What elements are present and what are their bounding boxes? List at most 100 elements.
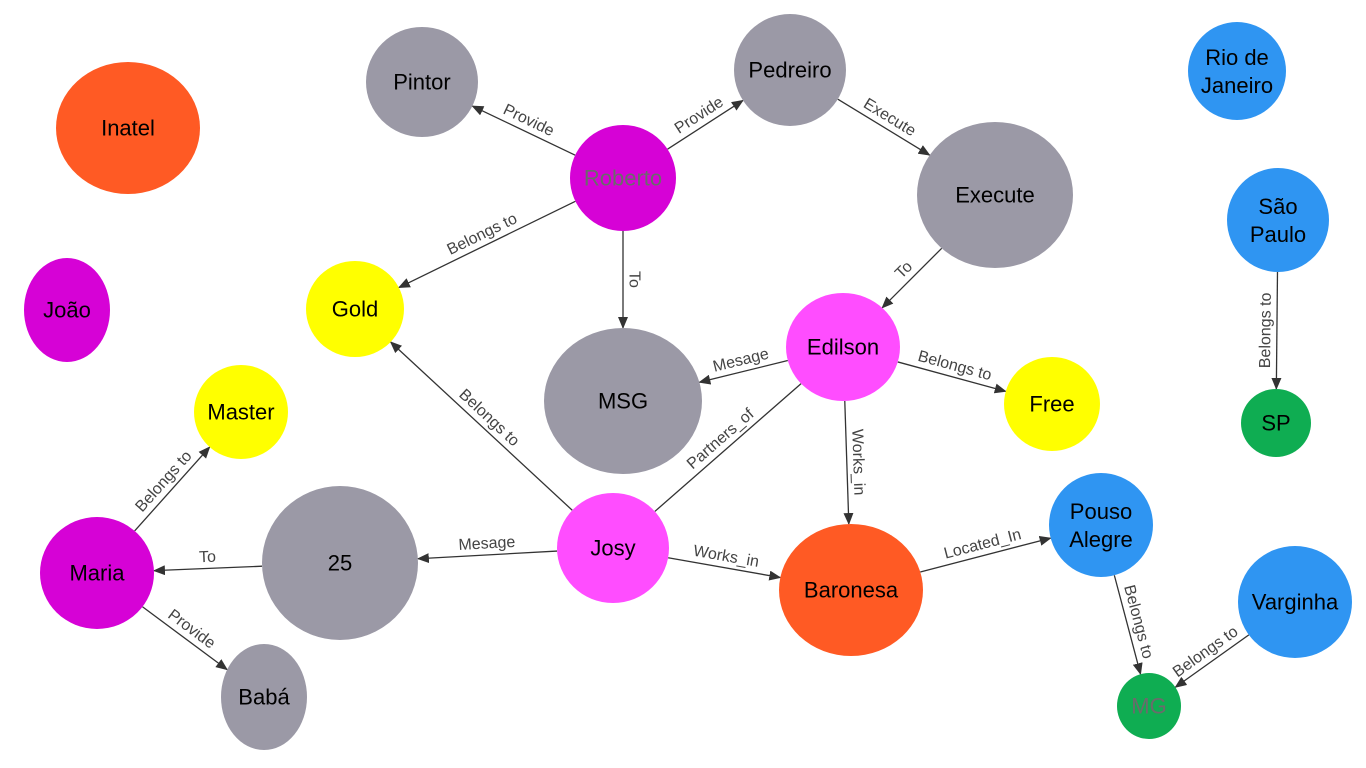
node-circle-roberto[interactable] <box>570 125 676 231</box>
node-baba[interactable]: Babá <box>221 644 307 750</box>
edge-label-pousoalegre-mg: Belongs to <box>1120 583 1156 661</box>
node-label-msg: MSG <box>598 389 648 414</box>
node-maria[interactable]: Maria <box>40 517 154 629</box>
node-circle-pousoalegre[interactable] <box>1049 473 1153 577</box>
node-gold[interactable]: Gold <box>306 261 404 357</box>
node-label-edilson: Edilson <box>807 335 879 360</box>
node-inatel[interactable]: Inatel <box>56 62 200 194</box>
node-pousoalegre[interactable]: Pouso Alegre <box>1049 473 1153 577</box>
node-label-inatel: Inatel <box>101 116 155 141</box>
node-label-pedreiro: Pedreiro <box>748 58 831 83</box>
edge-label-josy-baronesa: Works_in <box>692 543 760 571</box>
node-label-mg: MG <box>1131 694 1166 719</box>
node-label-pousoalegre: Pouso Alegre <box>1069 499 1133 552</box>
node-circle-pintor[interactable] <box>366 27 478 137</box>
edge-label-baronesa-pousoalegre: Located_In <box>942 526 1023 562</box>
edge-execute-edilson <box>881 247 943 309</box>
node-label-saopaulo: São Paulo <box>1250 194 1306 247</box>
edge-pousoalegre-mg <box>1113 575 1143 676</box>
node-rio[interactable]: Rio de Janeiro <box>1188 22 1286 120</box>
node-circle-maria[interactable] <box>40 517 154 629</box>
node-free[interactable]: Free <box>1004 357 1100 451</box>
node-circle-saopaulo[interactable] <box>1227 168 1329 272</box>
node-baronesa[interactable]: Baronesa <box>779 524 923 656</box>
edge-edilson-msg <box>698 359 788 385</box>
edge-label-maria-master: Belongs to <box>132 448 195 516</box>
node-circle-rio[interactable] <box>1188 22 1286 120</box>
edge-roberto-pintor <box>471 105 576 156</box>
node-circle-execute[interactable] <box>917 122 1073 268</box>
node-label-rio: Rio de Janeiro <box>1201 45 1273 98</box>
node-josy[interactable]: Josy <box>557 493 669 603</box>
node-edilson[interactable]: Edilson <box>786 293 900 401</box>
nodes-layer: Inatel João Pintor Pedreiro Roberto Execute Go… <box>24 14 1352 750</box>
node-n25[interactable]: 25 <box>262 486 418 640</box>
edge-varginha-mg <box>1174 634 1250 688</box>
node-circle-mg[interactable] <box>1117 673 1181 739</box>
node-label-baba: Babá <box>238 685 290 710</box>
node-pintor[interactable]: Pintor <box>366 27 478 137</box>
node-roberto[interactable]: Roberto <box>570 125 676 231</box>
node-label-sp: SP <box>1261 411 1290 436</box>
node-circle-master[interactable] <box>194 365 288 459</box>
node-saopaulo[interactable]: São Paulo <box>1227 168 1329 272</box>
edge-label-saopaulo-sp: Belongs to <box>1257 292 1275 368</box>
node-circle-baronesa[interactable] <box>779 524 923 656</box>
node-circle-msg[interactable] <box>544 328 702 474</box>
node-master[interactable]: Master <box>194 365 288 459</box>
node-label-execute: Execute <box>955 183 1035 208</box>
node-varginha[interactable]: Varginha <box>1238 546 1352 658</box>
edges-layer <box>134 98 1282 688</box>
node-circle-varginha[interactable] <box>1238 546 1352 658</box>
node-circle-baba[interactable] <box>221 644 307 750</box>
edge-edilson-baronesa <box>843 400 854 526</box>
edge-josy-baronesa <box>668 557 782 581</box>
node-label-n25: 25 <box>328 551 352 576</box>
node-label-josy: Josy <box>590 536 635 561</box>
edge-roberto-pedreiro <box>667 99 744 150</box>
node-circle-josy[interactable] <box>557 493 669 603</box>
node-label-free: Free <box>1029 392 1074 417</box>
node-joao[interactable]: João <box>24 258 110 362</box>
edge-label-varginha-mg: Belongs to <box>1170 623 1242 681</box>
node-circle-n25[interactable] <box>262 486 418 640</box>
edge-saopaulo-sp <box>1271 271 1282 391</box>
node-mg[interactable]: MG <box>1117 673 1181 739</box>
node-circle-joao[interactable] <box>24 258 110 362</box>
edge-label-roberto-msg: To <box>626 271 643 288</box>
node-circle-sp[interactable] <box>1241 389 1311 457</box>
node-execute[interactable]: Execute <box>917 122 1073 268</box>
edge-label-roberto-pintor: Provide <box>500 101 556 140</box>
edge-josy-edilson <box>654 383 802 512</box>
node-label-pintor: Pintor <box>393 70 450 95</box>
edge-label-josy-gold: Belongs to <box>455 386 522 450</box>
edge-label-josy-n25: Mesage <box>458 534 516 554</box>
edge-maria-baba <box>142 606 228 671</box>
edge-pedreiro-execute <box>837 98 931 156</box>
node-label-roberto: Roberto <box>584 166 662 191</box>
edge-roberto-gold <box>397 200 576 289</box>
edge-josy-gold <box>389 341 573 511</box>
node-label-master: Master <box>207 400 274 425</box>
node-sp[interactable]: SP <box>1241 389 1311 457</box>
edge-label-edilson-baronesa: Works_in <box>848 429 867 496</box>
node-circle-pedreiro[interactable] <box>734 14 846 126</box>
node-label-maria: Maria <box>69 561 125 586</box>
node-msg[interactable]: MSG <box>544 328 702 474</box>
node-circle-inatel[interactable] <box>56 62 200 194</box>
edge-label-edilson-msg: Mesage <box>711 346 770 376</box>
node-circle-edilson[interactable] <box>786 293 900 401</box>
edge-n25-maria <box>152 565 263 576</box>
edge-baronesa-pousoalegre <box>920 536 1052 573</box>
node-circle-free[interactable] <box>1004 357 1100 451</box>
node-label-gold: Gold <box>332 297 378 322</box>
edge-label-n25-maria: To <box>199 549 217 567</box>
node-label-varginha: Varginha <box>1252 590 1339 615</box>
node-circle-gold[interactable] <box>306 261 404 357</box>
edge-label-execute-edilson: To <box>892 258 916 282</box>
node-pedreiro[interactable]: Pedreiro <box>734 14 846 126</box>
node-label-baronesa: Baronesa <box>804 578 899 603</box>
node-label-joao: João <box>43 298 91 323</box>
